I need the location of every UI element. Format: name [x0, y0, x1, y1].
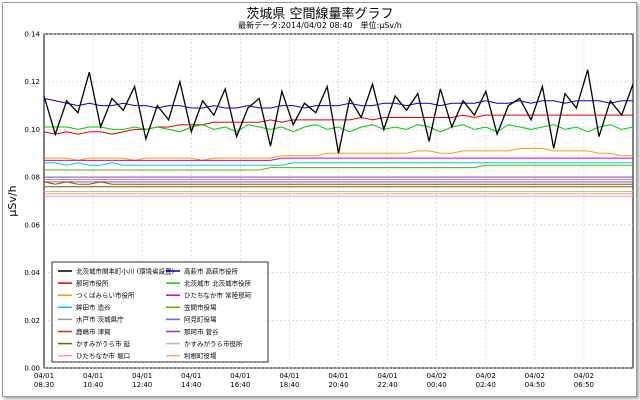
x-tick-date: 04/01	[279, 372, 299, 380]
x-tick-date: 04/02	[574, 372, 594, 380]
legend-entry: 水戸市 茨城県庁	[76, 315, 124, 324]
y-tick-label: 0.04	[24, 269, 40, 277]
x-tick-date: 04/01	[328, 372, 348, 380]
x-tick-date: 04/01	[83, 372, 103, 380]
series-line	[43, 97, 633, 109]
x-tick-date: 04/01	[132, 372, 152, 380]
x-tick-time: 14:40	[181, 381, 201, 389]
y-tick-label: 0.10	[24, 126, 40, 134]
legend-entry: 鹿嶋市 津賀	[76, 327, 111, 336]
legend-entry: ひたちなか市 常陸那珂	[184, 291, 252, 300]
x-tick-time: 04:50	[525, 381, 545, 389]
x-tick-date: 04/02	[525, 372, 545, 380]
x-tick-time: 22:40	[377, 381, 397, 389]
x-tick-date: 04/01	[181, 372, 201, 380]
x-tick-time: 16:40	[230, 381, 250, 389]
legend-entry: 北茨城市 北茨城市役所	[184, 278, 252, 287]
legend-entry: かすみがうら市役所	[184, 339, 243, 348]
y-tick-label: 0.12	[24, 78, 40, 86]
y-tick-label: 0.02	[24, 317, 40, 325]
y-tick-label: 0.14	[24, 31, 40, 39]
legend-entry: 高萩市 高萩市役所	[184, 266, 239, 275]
chart-subtitle: 最新データ:2014/04/02 08:40 単位:μSv/h	[0, 20, 640, 31]
page-title: 茨城県 空間線量率グラフ	[246, 7, 394, 22]
x-tick-time: 12:40	[132, 381, 152, 389]
x-tick-time: 10:40	[83, 381, 103, 389]
x-tick-time: 18:40	[279, 381, 299, 389]
legend-entry: 那珂市 菅谷	[184, 327, 219, 336]
series-line	[43, 114, 633, 135]
legend-box	[51, 261, 269, 363]
x-tick-date: 04/02	[476, 372, 496, 380]
legend-entry: 那珂市役所	[76, 278, 109, 287]
y-axis-label: μSv/h	[6, 185, 19, 216]
legend-entry: かすみがうら市 延	[76, 339, 131, 348]
axes: 0.000.020.040.060.080.100.120.1404/0108:…	[6, 31, 594, 390]
x-tick-date: 04/01	[34, 372, 54, 380]
y-tick-label: 0.00	[24, 365, 40, 373]
legend-entry: 利根町役場	[184, 351, 217, 360]
legend-entry: 笠間市役場	[184, 303, 217, 312]
y-tick-label: 0.08	[24, 174, 40, 182]
legend-entry: 鉾田市 造谷	[76, 303, 111, 312]
x-tick-time: 06:50	[574, 381, 594, 389]
series-line	[44, 157, 633, 161]
legend-entry: ひたちなか市 堀口	[76, 351, 130, 360]
series-line	[44, 164, 633, 171]
latest-data-label: 最新データ:2014/04/02 08:40	[238, 21, 353, 30]
series-line	[44, 124, 634, 133]
x-tick-time: 08:30	[34, 381, 54, 389]
series-group	[43, 69, 634, 197]
x-tick-date: 04/02	[427, 372, 447, 380]
series-line	[44, 162, 633, 166]
x-tick-date: 04/01	[377, 372, 397, 380]
unit-label: 単位:μSv/h	[360, 21, 402, 30]
series-line	[43, 181, 633, 185]
legend-entry: 阿見町役場	[184, 315, 217, 324]
x-tick-time: 00:40	[427, 381, 447, 389]
y-tick-label: 0.06	[24, 221, 40, 229]
legend-entry: つくばみらい市役所	[76, 291, 135, 300]
series-line	[43, 69, 634, 154]
x-tick-date: 04/01	[230, 372, 250, 380]
x-tick-time: 02:40	[476, 381, 496, 389]
x-tick-time: 20:40	[328, 381, 348, 389]
legend-entry: 北茨城市関本町小川 (環境省設置)	[76, 266, 174, 275]
